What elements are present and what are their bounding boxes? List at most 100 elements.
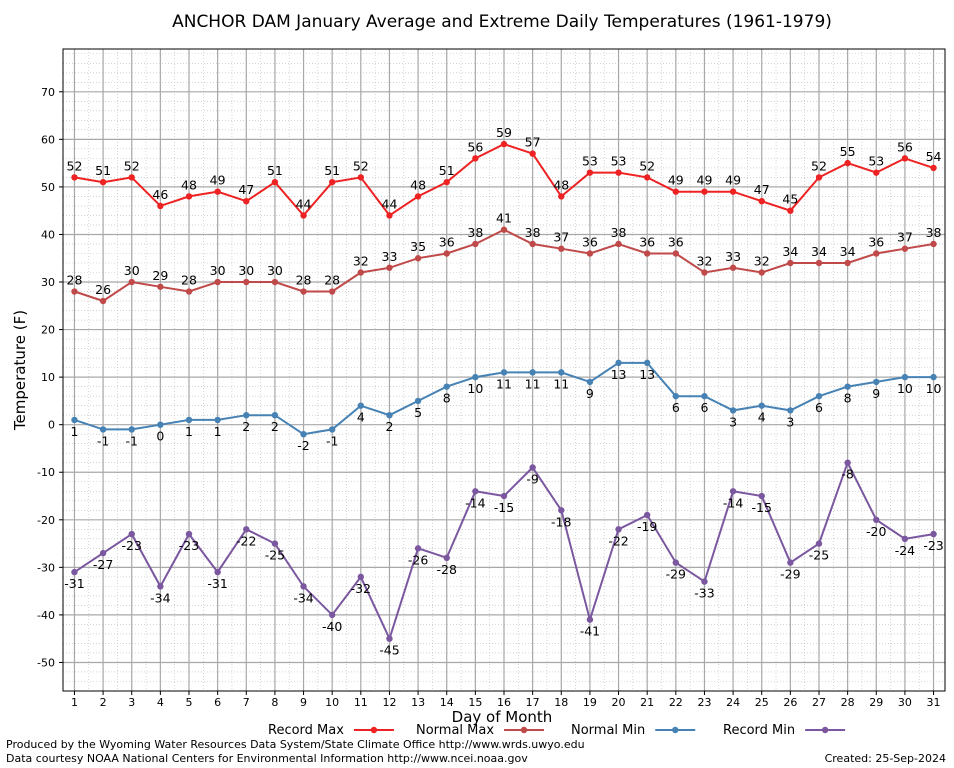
normal-max-data-label: 36 bbox=[668, 234, 684, 249]
record-min-data-label: -34 bbox=[150, 590, 170, 605]
normal-max-point bbox=[99, 297, 107, 305]
record-max-data-label: 56 bbox=[897, 139, 913, 154]
normal-max-data-label: 41 bbox=[496, 211, 512, 226]
record-max-data-label: 48 bbox=[410, 177, 426, 192]
record-max-point bbox=[214, 188, 221, 195]
record-min-point bbox=[930, 530, 937, 538]
record-min-point bbox=[300, 583, 307, 590]
record-min-point bbox=[758, 492, 765, 500]
legend-label: Normal Max bbox=[416, 723, 494, 738]
normal-max-point bbox=[901, 245, 909, 252]
record-min-point bbox=[271, 540, 279, 547]
record-min-point bbox=[443, 554, 450, 562]
record-min-data-label: -27 bbox=[93, 557, 113, 572]
normal-min-point bbox=[672, 392, 680, 400]
normal-min-point bbox=[443, 383, 450, 390]
normal-max-data-label: 35 bbox=[410, 239, 426, 254]
normal-min-point bbox=[128, 426, 135, 433]
legend-item-record-min: Record Min bbox=[723, 723, 846, 738]
record-min-point bbox=[472, 488, 479, 495]
normal-min-data-label: 1 bbox=[214, 424, 222, 439]
normal-min-data-label: -1 bbox=[326, 433, 338, 448]
normal-min-point bbox=[615, 359, 622, 367]
record-min-data-label: -34 bbox=[293, 590, 313, 605]
y-tick-label: -30 bbox=[37, 561, 55, 574]
record-min-data-label: -19 bbox=[637, 519, 657, 534]
x-tick-label: 24 bbox=[726, 696, 740, 709]
normal-max-data-label: 34 bbox=[782, 244, 798, 259]
record-max-data-label: 52 bbox=[811, 158, 827, 173]
legend-item-record-max: Record Max bbox=[268, 723, 394, 738]
normal-min-point bbox=[271, 411, 279, 419]
footer-data-courtesy: Data courtesy NOAA National Centers for … bbox=[6, 752, 528, 765]
normal-max-point bbox=[328, 288, 336, 295]
record-max-data-label: 51 bbox=[324, 163, 340, 178]
record-max-data-label: 44 bbox=[296, 196, 312, 211]
normal-min-data-label: 11 bbox=[525, 376, 541, 391]
series-record-max: 52 51 52 46 48 49 47 51 44 51 52 44 48 51 56 59 57 48 53 53… bbox=[67, 125, 942, 219]
normal-min-data-label: 13 bbox=[611, 367, 627, 382]
record-max-data-label: 52 bbox=[67, 158, 83, 173]
record-max-data-label: 47 bbox=[754, 182, 770, 197]
x-tick-label: 9 bbox=[300, 696, 307, 709]
x-tick-label: 20 bbox=[612, 696, 626, 709]
legend-swatch-marker bbox=[520, 726, 528, 734]
normal-min-data-label: 1 bbox=[185, 424, 193, 439]
record-max-point bbox=[157, 202, 164, 210]
record-min-data-label: -18 bbox=[551, 514, 571, 529]
legend-item-normal-min: Normal Min bbox=[571, 723, 696, 738]
normal-min-point bbox=[357, 402, 365, 409]
legend-label: Normal Min bbox=[571, 723, 645, 738]
normal-min-point bbox=[472, 373, 479, 381]
record-max-point bbox=[558, 193, 565, 200]
normal-min-point bbox=[901, 373, 909, 381]
normal-min-point bbox=[873, 378, 880, 386]
normal-max-data-label: 37 bbox=[553, 230, 569, 245]
record-max-data-label: 51 bbox=[439, 163, 455, 178]
record-min-data-label: -20 bbox=[866, 524, 886, 539]
normal-min-data-label: 3 bbox=[729, 414, 737, 429]
footer-created-date: Created: 25-Sep-2024 bbox=[824, 752, 946, 765]
record-min-point bbox=[185, 530, 193, 538]
record-min-data-label: -32 bbox=[351, 581, 371, 596]
normal-max-point bbox=[386, 264, 393, 271]
normal-max-data-label: 36 bbox=[868, 234, 884, 249]
normal-max-point bbox=[844, 259, 851, 267]
x-tick-label: 1 bbox=[71, 696, 78, 709]
record-min-point bbox=[787, 559, 794, 566]
record-min-point bbox=[214, 568, 221, 576]
record-min-point bbox=[386, 635, 393, 642]
normal-min-point bbox=[586, 378, 594, 386]
normal-min-data-label: 9 bbox=[586, 386, 594, 401]
record-min-point bbox=[672, 559, 680, 566]
record-min-data-label: -22 bbox=[236, 533, 256, 548]
y-tick-label: 20 bbox=[41, 324, 55, 337]
x-tick-label: 18 bbox=[554, 696, 568, 709]
record-max-data-label: 51 bbox=[95, 163, 111, 178]
normal-min-point bbox=[758, 402, 765, 409]
record-max-point bbox=[672, 188, 680, 195]
record-max-data-label: 48 bbox=[181, 177, 197, 192]
x-tick-label: 8 bbox=[271, 696, 278, 709]
normal-min-data-label: 5 bbox=[414, 405, 422, 420]
record-min-data-label: -15 bbox=[494, 500, 514, 515]
x-tick-label: 28 bbox=[841, 696, 855, 709]
record-max-point bbox=[300, 212, 307, 219]
normal-min-point bbox=[243, 411, 250, 419]
normal-min-point bbox=[99, 426, 107, 433]
y-axis-label: Temperature (F) bbox=[11, 310, 29, 431]
normal-max-data-label: 33 bbox=[382, 249, 398, 264]
record-max-data-label: 49 bbox=[697, 173, 713, 188]
normal-max-point bbox=[930, 240, 937, 248]
series-normal-max: 28 26 30 29 28 30 30 30 28 28 32 33 35 36 38 41 38 37 36 38… bbox=[67, 211, 942, 305]
x-tick-label: 29 bbox=[869, 696, 883, 709]
record-max-data-label: 51 bbox=[267, 163, 283, 178]
record-max-data-label: 45 bbox=[782, 192, 798, 207]
normal-max-data-label: 38 bbox=[525, 225, 541, 240]
record-min-data-label: -45 bbox=[379, 643, 399, 658]
x-tick-label: 14 bbox=[440, 696, 454, 709]
normal-min-point bbox=[930, 373, 937, 381]
normal-max-data-label: 30 bbox=[124, 263, 140, 278]
normal-max-data-label: 34 bbox=[840, 244, 856, 259]
